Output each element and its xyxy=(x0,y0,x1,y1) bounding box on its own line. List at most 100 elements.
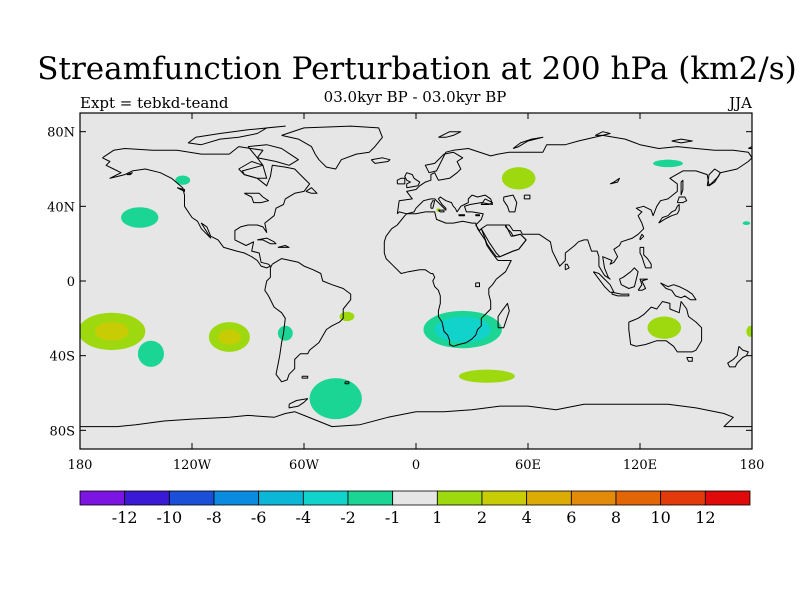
colorbar-label: 2 xyxy=(477,508,487,527)
coastline-new-siberian-islands xyxy=(671,138,693,144)
colorbar-label: -6 xyxy=(251,508,267,527)
coastline-sardinia-corsica xyxy=(430,200,436,209)
coastline-cuba xyxy=(257,237,277,245)
lake-outline-black-sea-east xyxy=(480,198,493,205)
colorbar-label: 1 xyxy=(432,508,442,527)
coastline-greenland xyxy=(281,125,383,170)
plot-subtitle: 03.0kyr BP - 03.0kyr BP xyxy=(323,88,507,106)
lon-tick-label: 120E xyxy=(623,458,657,473)
coastline-baffin-island xyxy=(247,144,299,166)
lon-tick-label: 180 xyxy=(740,458,765,473)
anomaly-patch-17 xyxy=(647,316,682,339)
colorbar-label: 12 xyxy=(695,508,715,527)
colorbar-swatch xyxy=(526,490,572,506)
coastline-britain xyxy=(404,172,421,189)
coastline-south-america xyxy=(264,258,352,383)
colorbar-swatch xyxy=(258,490,304,506)
coastline-newfoundland xyxy=(305,187,318,194)
colorbar-swatch xyxy=(392,490,438,506)
coastline-madagascar xyxy=(497,302,510,329)
coastline-kamchatka-top xyxy=(706,168,721,187)
lon-tick-label: 60W xyxy=(289,458,320,473)
colorbar-swatch xyxy=(347,490,394,506)
colorbar-label: -10 xyxy=(156,508,182,527)
coastline-wrangel-island xyxy=(748,146,752,149)
colorbar-swatch xyxy=(615,490,662,506)
coastline-taiwan xyxy=(639,233,645,241)
map-background xyxy=(80,113,752,449)
lake-outline-great-lakes xyxy=(244,192,269,204)
coastline-eurasia xyxy=(396,134,752,280)
coastline-sicily xyxy=(438,209,445,213)
anomaly-layer xyxy=(80,159,752,420)
colorbar-swatch xyxy=(168,490,215,506)
coastline-hispaniola xyxy=(277,245,290,248)
coastline-hokkaido xyxy=(676,196,688,204)
lake-outline-lake-victoria xyxy=(475,282,480,288)
coastline-vancouver-island xyxy=(176,187,185,192)
coastline-cyprus xyxy=(475,214,480,217)
colorbar-label: -2 xyxy=(340,508,356,527)
colorbar-label: -8 xyxy=(206,508,222,527)
colorbar-swatch xyxy=(570,490,617,506)
colorbar-swatch xyxy=(481,490,528,506)
anomaly-patch-3 xyxy=(501,167,536,190)
colorbar-label: 4 xyxy=(522,508,532,527)
colorbar-swatch xyxy=(124,490,170,506)
colorbar-swatch xyxy=(660,490,706,506)
coastline-australia xyxy=(628,301,703,353)
anomaly-patch-0 xyxy=(653,159,683,168)
anomaly-patch-16 xyxy=(458,369,515,383)
coastline-sulawesi xyxy=(637,278,648,291)
coastline-alaska-islands xyxy=(126,172,133,176)
colorbar-label: -4 xyxy=(296,508,312,527)
anomaly-patch-13 xyxy=(309,378,362,420)
coastline-svalbard xyxy=(438,131,462,138)
colorbar-swatch xyxy=(704,490,751,506)
coastline-japan xyxy=(658,204,680,224)
plot-title: Streamfunction Perturbation at 200 hPa (… xyxy=(37,51,797,87)
colorbar-swatch xyxy=(302,490,349,506)
anomaly-patch-10 xyxy=(137,340,164,367)
coastline-sri-lanka xyxy=(564,263,570,271)
anomaly-patch-15 xyxy=(434,316,491,343)
lat-tick-label: 40S xyxy=(50,350,75,365)
coastline-iceland xyxy=(370,157,391,164)
coastline-borneo xyxy=(619,267,639,289)
anomaly-patch-1 xyxy=(175,175,191,185)
lat-tick-label: 40N xyxy=(47,200,75,215)
lat-tick-label: 80S xyxy=(50,424,75,439)
colorbar: -12 -10 -8 -6 -4 -2 -1 1 2 4 6 8 10 12 xyxy=(79,490,751,527)
coastline-falklands xyxy=(301,375,309,379)
lat-tick-label: 0 xyxy=(67,275,75,290)
season-label: JJA xyxy=(729,94,752,112)
coastline-new-zealand xyxy=(727,345,749,368)
colorbar-swatch xyxy=(436,490,483,506)
colorbar-swatch xyxy=(213,490,260,506)
coastline-crete xyxy=(458,214,465,217)
coastline-sakhalin xyxy=(680,179,684,196)
lake-outline-hudson-bay xyxy=(238,161,268,179)
axis-ticks: 80N 40N 0 40S 80S 180 120W 60W 0 60E 120E 180 xyxy=(47,113,764,473)
colorbar-label: 10 xyxy=(650,508,670,527)
coastline-new-guinea xyxy=(660,282,697,301)
coastline-severnaya-zemlya xyxy=(594,131,611,136)
anomaly-patch-2 xyxy=(121,207,159,228)
coastline-java xyxy=(611,291,630,297)
colorbar-label: 6 xyxy=(566,508,576,527)
coastline-arabian-peninsula xyxy=(480,224,527,258)
colorbar-label: 8 xyxy=(611,508,621,527)
coastline-africa xyxy=(383,211,512,347)
coastline-layer xyxy=(80,125,752,428)
experiment-label: Expt = tebkd-teand xyxy=(80,94,229,112)
coastline-philippines xyxy=(639,246,652,269)
anomaly-patch-7 xyxy=(94,322,129,341)
coastline-antarctic-peninsula xyxy=(288,398,309,409)
lon-tick-label: 60E xyxy=(515,458,541,473)
coastline-novaya-zemlya xyxy=(512,136,544,149)
coastline-ireland xyxy=(396,177,406,185)
lat-tick-label: 80N xyxy=(47,126,75,141)
colorbar-label: -1 xyxy=(385,508,401,527)
coastline-tasmania xyxy=(686,357,693,362)
